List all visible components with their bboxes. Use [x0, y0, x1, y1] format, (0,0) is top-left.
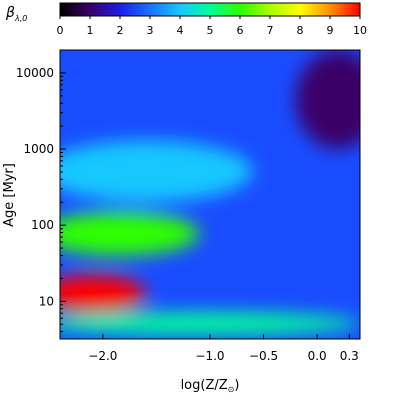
y-tick-label: 10	[39, 294, 54, 308]
colorbar-tick-label: 4	[177, 24, 184, 37]
heatmap-region-strong-band	[60, 275, 146, 311]
heatmap-region-mid-band	[60, 211, 200, 256]
y-axis-label: Age [Myr]	[2, 163, 17, 227]
colorbar-tick-label: 3	[147, 24, 154, 37]
y-tick-label: 1000	[23, 142, 54, 156]
x-tick-label: 0.0	[308, 349, 327, 363]
colorbar-label-symbol: β	[5, 5, 15, 21]
x-tick-label: −0.5	[249, 349, 278, 363]
x-axis: −2.0 −1.0 −0.5 0.0 0.3	[88, 334, 359, 363]
colorbar-tick-label: 8	[297, 24, 304, 37]
heatmap	[60, 50, 360, 339]
heatmap-region-low-age-band	[60, 312, 360, 336]
colorbar-ticks: 0 1 2 3 4 5 6 7 8 9 10	[57, 16, 367, 37]
heatmap-region-upper-band	[60, 140, 253, 203]
colorbar-tick-label: 10	[353, 24, 367, 37]
y-tick-label: 100	[31, 218, 54, 232]
y-tick-label: 10000	[16, 66, 54, 80]
colorbar-tick-label: 1	[87, 24, 94, 37]
heatmap-region-old-high-Z	[295, 50, 360, 150]
x-axis-label: log(Z/Z⊙)	[181, 378, 240, 394]
colorbar-tick-label: 6	[237, 24, 244, 37]
colorbar-label-subscript: λ,0	[14, 14, 27, 23]
x-tick-label: −1.0	[195, 349, 224, 363]
colorbar-tick-label: 9	[327, 24, 334, 37]
y-axis: 10 100 1000 10000	[16, 66, 66, 333]
colorbar-tick-label: 0	[57, 24, 64, 37]
colorbar-tick-label: 7	[267, 24, 274, 37]
x-tick-label: −2.0	[88, 349, 117, 363]
colorbar-tick-label: 5	[207, 24, 214, 37]
colorbar	[59, 2, 361, 17]
colorbar-label: βλ,0	[5, 5, 27, 23]
colorbar-tick-label: 2	[117, 24, 124, 37]
x-tick-label: 0.3	[340, 349, 359, 363]
